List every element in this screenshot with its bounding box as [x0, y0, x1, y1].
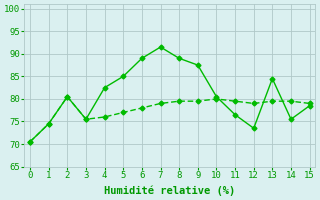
X-axis label: Humidité relative (%): Humidité relative (%): [104, 185, 236, 196]
